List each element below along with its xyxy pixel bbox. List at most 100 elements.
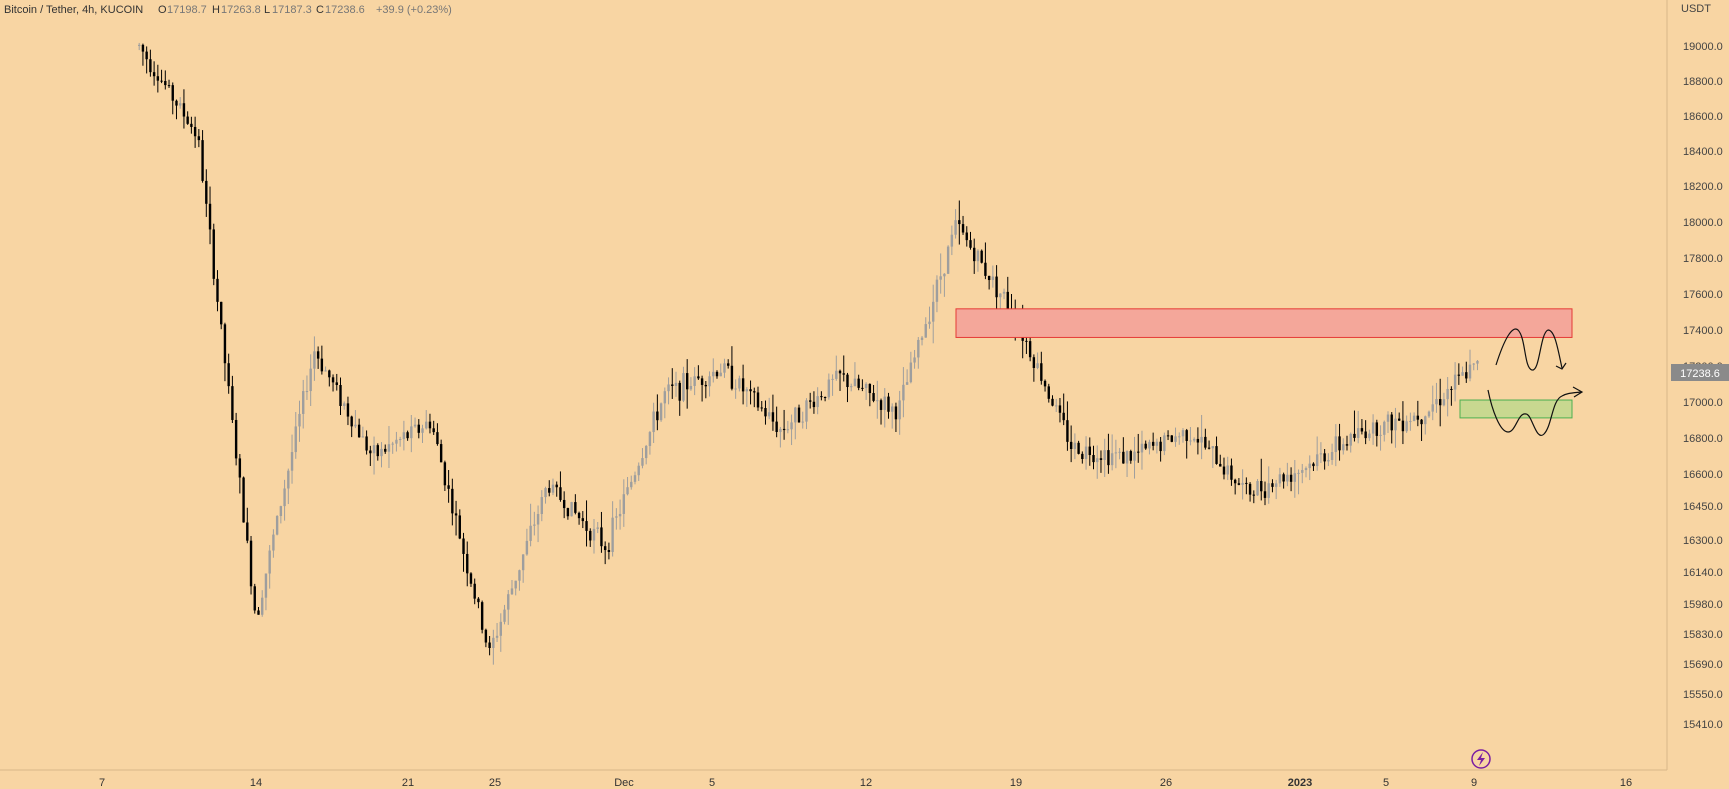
candle-up[interactable] <box>294 426 297 453</box>
candle-up[interactable] <box>950 234 954 247</box>
candle-up[interactable] <box>570 502 573 517</box>
candle-down[interactable] <box>585 521 588 531</box>
candle-down[interactable] <box>1151 441 1155 446</box>
candle-down[interactable] <box>838 370 842 374</box>
candle-down[interactable] <box>1137 451 1140 453</box>
candle-up[interactable] <box>1274 483 1278 487</box>
candle-up[interactable] <box>1110 453 1114 466</box>
candle-up[interactable] <box>827 379 831 398</box>
candle-up[interactable] <box>1286 474 1289 482</box>
candle-down[interactable] <box>175 100 178 106</box>
candle-up[interactable] <box>682 373 685 401</box>
candle-down[interactable] <box>656 411 659 421</box>
candle-up[interactable] <box>954 220 957 235</box>
candle-down[interactable] <box>141 44 145 52</box>
candle-down[interactable] <box>164 80 167 86</box>
candle-up[interactable] <box>928 321 931 325</box>
candle-down[interactable] <box>697 376 700 379</box>
candle-up[interactable] <box>492 637 495 648</box>
candle-down[interactable] <box>406 432 409 439</box>
candle-down[interactable] <box>566 508 570 517</box>
candle-down[interactable] <box>562 499 566 509</box>
candle-up[interactable] <box>1178 436 1181 438</box>
candle-down[interactable] <box>980 250 983 263</box>
candle-down[interactable] <box>1457 374 1461 376</box>
candle-up[interactable] <box>932 301 935 322</box>
candle-up[interactable] <box>268 550 271 574</box>
candle-up[interactable] <box>1055 405 1058 407</box>
candle-down[interactable] <box>428 421 432 429</box>
candle-up[interactable] <box>1114 452 1118 454</box>
candle-down[interactable] <box>671 384 674 386</box>
candle-down[interactable] <box>1047 386 1050 399</box>
candle-down[interactable] <box>1338 436 1341 451</box>
candle-down[interactable] <box>1323 453 1326 462</box>
candle-up[interactable] <box>667 384 670 392</box>
candle-up[interactable] <box>626 487 629 495</box>
candle-down[interactable] <box>436 432 439 445</box>
projection-sketch-lower[interactable] <box>1487 389 1583 437</box>
resistance-zone[interactable] <box>955 308 1573 338</box>
candle-down[interactable] <box>473 583 476 599</box>
candle-up[interactable] <box>1409 421 1412 423</box>
candle-down[interactable] <box>685 373 689 390</box>
candle-down[interactable] <box>1185 430 1188 441</box>
candle-down[interactable] <box>246 522 249 541</box>
candle-down[interactable] <box>678 382 681 401</box>
candle-down[interactable] <box>603 546 607 551</box>
candle-up[interactable] <box>611 517 614 553</box>
candle-down[interactable] <box>1353 433 1356 438</box>
candle-up[interactable] <box>1155 441 1159 446</box>
candle-down[interactable] <box>1144 443 1147 449</box>
candle-down[interactable] <box>973 247 976 262</box>
candle-down[interactable] <box>1289 474 1293 482</box>
candle-up[interactable] <box>275 516 279 535</box>
candle-up[interactable] <box>1241 482 1244 485</box>
candle-up[interactable] <box>935 279 939 302</box>
candle-up[interactable] <box>999 293 1002 298</box>
candle-down[interactable] <box>846 374 849 388</box>
candle-up[interactable] <box>794 407 797 423</box>
candle-up[interactable] <box>1412 415 1416 422</box>
candle-up[interactable] <box>712 371 715 377</box>
candle-up[interactable] <box>324 370 327 372</box>
candle-up[interactable] <box>1308 463 1311 469</box>
candle-down[interactable] <box>477 598 480 603</box>
candle-down[interactable] <box>753 391 756 393</box>
candle-up[interactable] <box>991 276 995 281</box>
candle-down[interactable] <box>1230 465 1233 480</box>
candle-up[interactable] <box>1371 422 1375 434</box>
candle-down[interactable] <box>145 51 148 60</box>
candle-up[interactable] <box>1002 291 1006 294</box>
candle-down[interactable] <box>1420 419 1423 425</box>
candle-down[interactable] <box>149 59 152 73</box>
candle-down[interactable] <box>1248 483 1252 495</box>
candle-down[interactable] <box>775 421 778 433</box>
candle-up[interactable] <box>1096 458 1099 463</box>
candle-down[interactable] <box>193 126 197 137</box>
candle-down[interactable] <box>704 384 708 387</box>
candle-down[interactable] <box>249 540 253 587</box>
candle-up[interactable] <box>499 621 502 636</box>
candle-down[interactable] <box>432 428 435 433</box>
replay-lightning-icon[interactable] <box>1471 749 1491 769</box>
candle-down[interactable] <box>1159 441 1162 452</box>
candle-down[interactable] <box>1450 388 1453 390</box>
candle-up[interactable] <box>1334 436 1338 453</box>
candle-down[interactable] <box>764 408 767 417</box>
candle-down[interactable] <box>205 180 208 204</box>
candle-up[interactable] <box>663 391 667 404</box>
candle-up[interactable] <box>272 534 275 551</box>
candle-up[interactable] <box>723 363 726 373</box>
candle-down[interactable] <box>369 450 372 454</box>
candle-down[interactable] <box>439 444 443 463</box>
candle-down[interactable] <box>1465 372 1468 379</box>
candle-up[interactable] <box>551 484 555 493</box>
candle-down[interactable] <box>201 140 204 181</box>
support-zone[interactable] <box>1459 399 1573 419</box>
candle-down[interactable] <box>1107 450 1110 466</box>
candle-up[interactable] <box>905 382 909 385</box>
candle-up[interactable] <box>652 411 655 433</box>
